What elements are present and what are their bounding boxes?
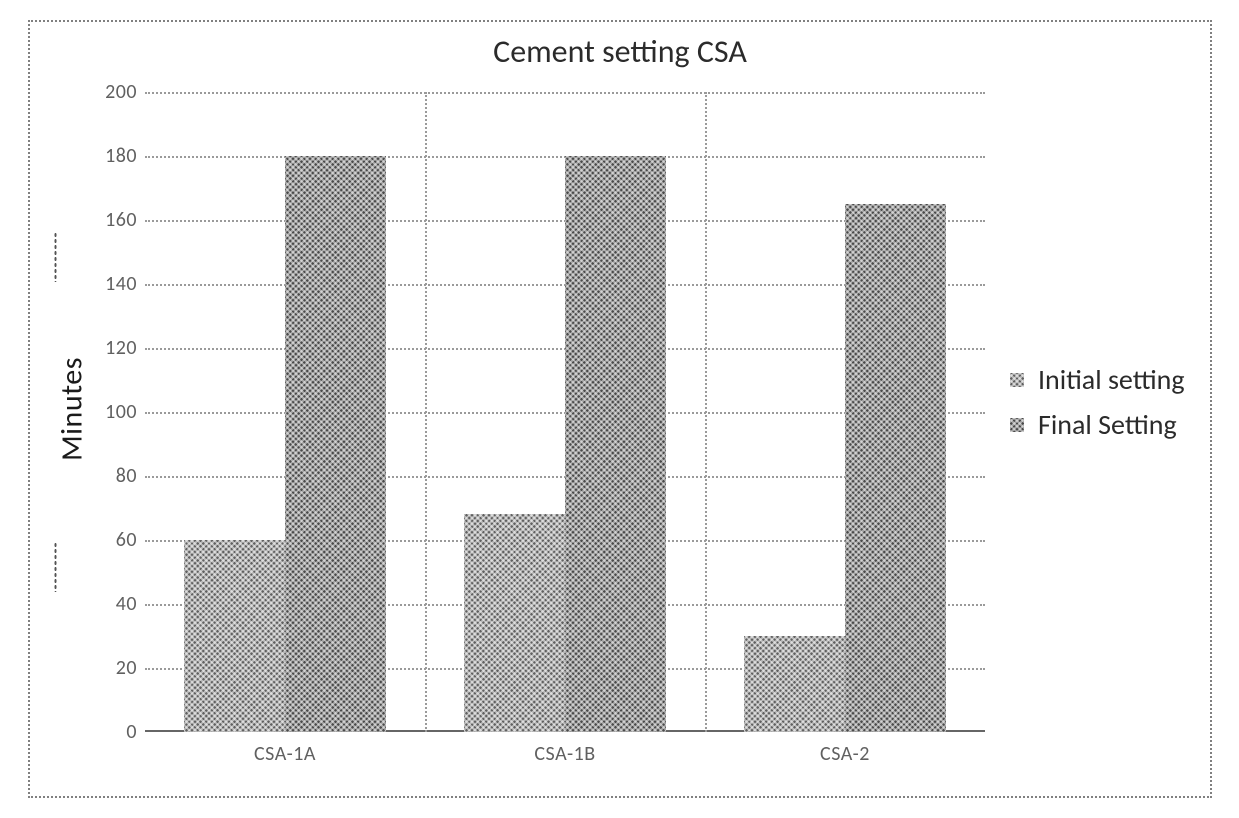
x-tick-label: CSA-2 [820, 732, 870, 766]
x-tick-label: CSA-1B [534, 732, 595, 766]
y-axis-label: Minutes [53, 357, 90, 461]
bar [464, 514, 565, 732]
y-tick-label: 200 [105, 80, 145, 104]
y-tick-label: 60 [116, 528, 145, 552]
y-tick-label: 0 [126, 720, 145, 744]
x-tick-label: CSA-1A [254, 732, 316, 766]
y-tick-label: 80 [116, 464, 145, 488]
y-tick-label: 20 [116, 656, 145, 680]
legend-label: Final Setting [1038, 407, 1177, 442]
legend-item-final-setting: Final Setting [1010, 407, 1185, 442]
legend: Initial setting Final Setting [1010, 362, 1185, 452]
y-tick-label: 160 [105, 208, 145, 232]
chart-title: Cement setting CSA [30, 32, 1210, 71]
y-tick-label: 40 [116, 592, 145, 616]
gridline [145, 92, 985, 94]
bar [285, 156, 386, 732]
category-separator [705, 92, 707, 732]
bar [744, 636, 845, 732]
legend-item-initial-setting: Initial setting [1010, 362, 1185, 397]
bar [184, 540, 285, 732]
legend-label: Initial setting [1038, 362, 1185, 397]
y-axis-label-tick-bottom [54, 542, 57, 592]
legend-marker-icon [1010, 418, 1024, 432]
bar [845, 204, 946, 732]
y-axis-label-tick-top [54, 232, 57, 282]
legend-marker-icon [1010, 373, 1024, 387]
chart-frame: Cement setting CSA Minutes 0204060801001… [28, 20, 1212, 798]
bar [565, 156, 666, 732]
y-tick-label: 100 [105, 400, 145, 424]
y-tick-label: 140 [105, 272, 145, 296]
y-tick-label: 120 [105, 336, 145, 360]
category-separator [425, 92, 427, 732]
y-tick-label: 180 [105, 144, 145, 168]
plot-area: 020406080100120140160180200CSA-1ACSA-1BC… [145, 92, 985, 732]
